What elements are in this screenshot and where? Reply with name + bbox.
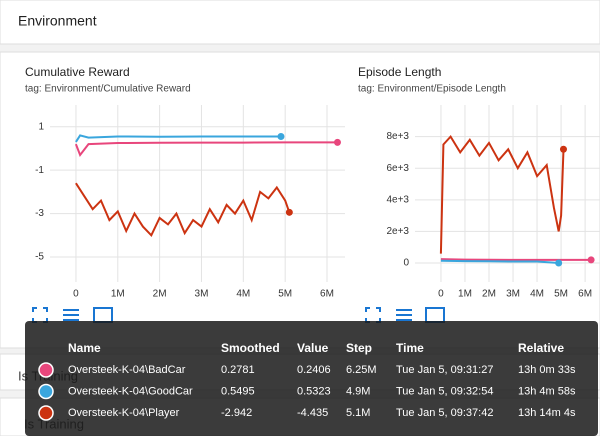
tooltip-cell: -2.942 — [221, 407, 252, 419]
series-line — [440, 259, 559, 264]
y-tick-label: -3 — [35, 208, 44, 219]
series-end-marker — [559, 145, 567, 153]
series-end-marker — [333, 138, 341, 146]
x-tick-label: 5M — [554, 289, 568, 300]
y-tick-label: -5 — [35, 252, 44, 263]
series-end-marker — [277, 133, 285, 141]
x-tick-label: 3M — [195, 289, 209, 300]
series-end-marker — [555, 259, 563, 267]
series-line — [74, 141, 338, 158]
tooltip-cell: Oversteek-K-04\BadCar — [68, 364, 186, 376]
tooltip-cell: Tue Jan 5, 09:32:54 — [396, 385, 493, 397]
chart-title: Cumulative Reward — [25, 65, 130, 79]
x-tick-label: 5M — [278, 289, 292, 300]
tooltip-cell: Oversteek-K-04\Player — [68, 407, 180, 419]
y-tick-label: 0 — [403, 258, 409, 269]
series-line — [439, 134, 565, 254]
y-tick-label: -1 — [35, 165, 44, 176]
y-tick-label: 8e+3 — [386, 131, 409, 142]
tooltip-cell: 0.5323 — [297, 385, 331, 397]
charts: Cumulative Reward tag: Environment/Cumula… — [25, 65, 600, 300]
tooltip-box — [25, 321, 598, 436]
tooltip-cell: 0.2781 — [221, 364, 255, 376]
x-tick-label: 0 — [73, 289, 79, 300]
tooltip-header: Time — [396, 341, 424, 355]
tooltip-cell: 6.25M — [346, 364, 377, 376]
series-swatch — [38, 383, 54, 400]
series-end-marker — [587, 256, 595, 264]
tooltip-header: Step — [346, 341, 372, 355]
series-line — [75, 134, 281, 143]
y-tick-label: 6e+3 — [386, 163, 409, 174]
x-tick-label: 6M — [320, 289, 334, 300]
x-tick-label: 2M — [482, 289, 496, 300]
tooltip-cell: 13h 4m 58s — [518, 385, 576, 397]
chart-subtitle: tag: Environment/Episode Length — [358, 84, 506, 95]
toggle-log-icon[interactable] — [396, 309, 412, 321]
x-tick-label: 0 — [438, 289, 444, 300]
expand-icon[interactable] — [365, 307, 381, 323]
tooltip-cell: Oversteek-K-04\GoodCar — [68, 385, 193, 397]
tooltip-cell: -4.435 — [297, 407, 328, 419]
tooltip-cell: Tue Jan 5, 09:31:27 — [396, 364, 493, 376]
y-tick-label: 1 — [38, 121, 44, 132]
section-title: Environment — [18, 13, 97, 29]
x-tick-label: 4M — [236, 289, 250, 300]
x-tick-label: 1M — [458, 289, 472, 300]
tooltip-header: Relative — [518, 341, 564, 355]
x-tick-label: 1M — [111, 289, 125, 300]
tooltip-header: Name — [68, 341, 101, 355]
series-end-marker — [285, 208, 293, 216]
chart-title: Episode Length — [358, 65, 441, 79]
tooltip-header: Smoothed — [221, 341, 280, 355]
series-line — [440, 258, 592, 261]
tooltip-cell: 0.2406 — [297, 364, 331, 376]
series-swatch — [38, 405, 54, 421]
tooltip-cell: 0.5495 — [221, 385, 255, 397]
x-tick-label: 2M — [153, 289, 167, 300]
x-tick-label: 4M — [530, 289, 544, 300]
tooltip: Name Smoothed Value Step Time Relative Overste… — [25, 321, 598, 436]
tooltip-cell: 5.1M — [346, 407, 370, 419]
tooltip-cell: Tue Jan 5, 09:37:42 — [396, 407, 493, 419]
tooltip-header: Value — [297, 341, 329, 355]
expand-icon[interactable] — [32, 307, 48, 323]
y-tick-label: 4e+3 — [386, 194, 409, 205]
header-card — [0, 0, 600, 45]
y-tick-label: 2e+3 — [386, 226, 409, 237]
series-line — [75, 182, 291, 238]
tooltip-cell: 13h 0m 33s — [518, 364, 576, 376]
tooltip-cell: 4.9M — [346, 385, 370, 397]
chart-subtitle: tag: Environment/Cumulative Reward — [25, 84, 191, 95]
tooltip-cell: 13h 14m 4s — [518, 407, 576, 419]
series-swatch — [38, 362, 54, 378]
toggle-log-icon[interactable] — [63, 309, 79, 321]
x-tick-label: 6M — [578, 289, 592, 300]
x-tick-label: 3M — [506, 289, 520, 300]
